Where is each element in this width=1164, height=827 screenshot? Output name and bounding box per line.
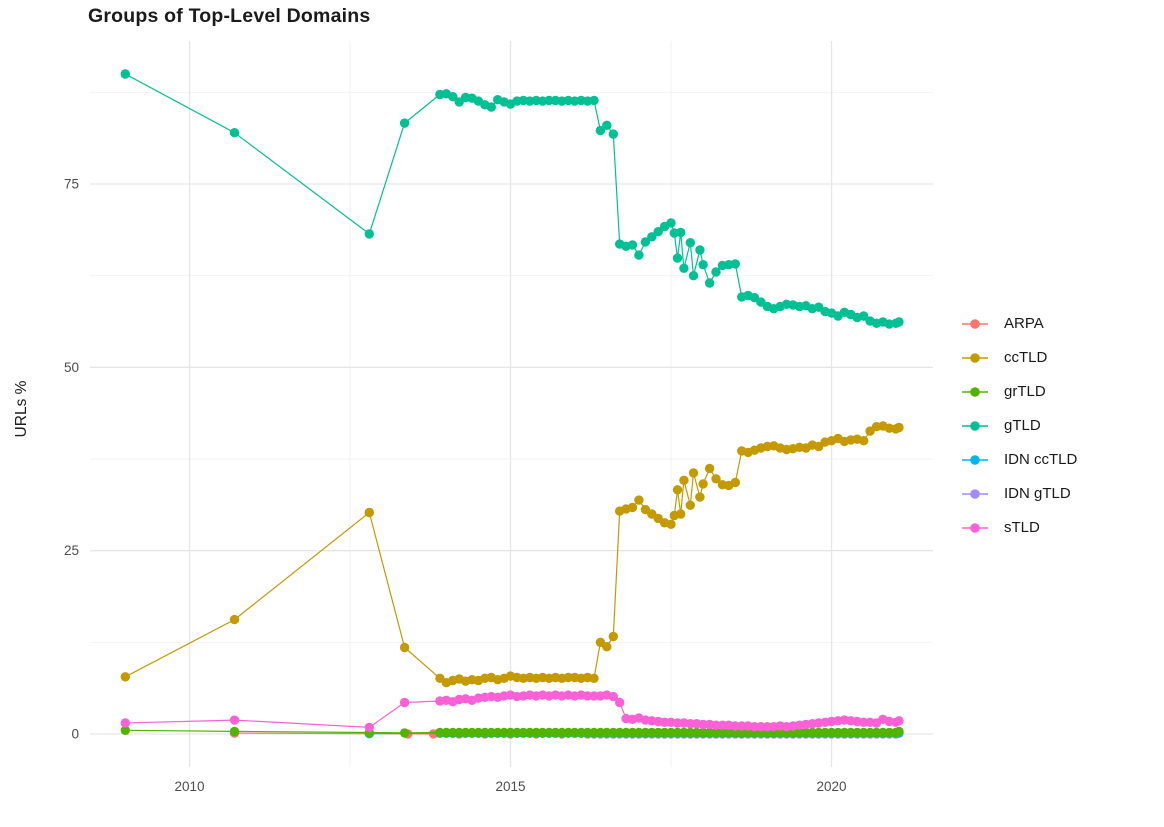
legend-label: IDN ccTLD bbox=[1004, 451, 1078, 468]
y-tick-label: 0 bbox=[71, 727, 79, 742]
legend-label: ARPA bbox=[1004, 315, 1044, 332]
y-tick-label: 75 bbox=[64, 177, 79, 192]
series-sTLD bbox=[120, 690, 904, 733]
axis-tick-labels: 0 25 50 75 2010 2015 2020 bbox=[64, 177, 847, 795]
x-tick-label: 2010 bbox=[174, 779, 204, 794]
legend-item-ARPA: ARPA bbox=[962, 313, 1162, 334]
chart-legend: ARPA ccTLD grTLD gTLD IDN ccTLD IDN gTLD sTLD bbox=[962, 0, 1162, 827]
series-grTLD bbox=[120, 725, 904, 738]
legend-item-gTLD: gTLD bbox=[962, 415, 1162, 436]
chart-title: Groups of Top-Level Domains bbox=[88, 5, 371, 27]
x-tick-label: 2020 bbox=[817, 779, 847, 794]
legend-item-IDN-gTLD: IDN gTLD bbox=[962, 483, 1162, 504]
legend-label: ccTLD bbox=[1004, 349, 1048, 366]
y-axis-title: URLs % bbox=[13, 380, 30, 438]
panel-gridlines bbox=[90, 41, 933, 767]
legend-label: gTLD bbox=[1004, 417, 1041, 434]
legend-label: IDN gTLD bbox=[1004, 485, 1071, 502]
legend-key-icon bbox=[962, 488, 988, 499]
legend-label: grTLD bbox=[1004, 383, 1046, 400]
y-tick-label: 50 bbox=[64, 360, 79, 375]
legend-label: sTLD bbox=[1004, 519, 1040, 536]
legend-key-icon bbox=[962, 454, 988, 465]
legend-key-icon bbox=[962, 386, 988, 397]
series-ccTLD bbox=[120, 421, 904, 688]
legend-key-icon bbox=[962, 420, 988, 431]
series-gTLD bbox=[120, 69, 904, 329]
legend-item-sTLD: sTLD bbox=[962, 517, 1162, 538]
legend-key-icon bbox=[962, 522, 988, 533]
y-tick-label: 25 bbox=[64, 543, 79, 558]
legend-item-grTLD: grTLD bbox=[962, 381, 1162, 402]
x-tick-label: 2015 bbox=[496, 779, 526, 794]
legend-item-ccTLD: ccTLD bbox=[962, 347, 1162, 368]
legend-item-IDN-ccTLD: IDN ccTLD bbox=[962, 449, 1162, 470]
legend-key-icon bbox=[962, 318, 988, 329]
legend-key-icon bbox=[962, 352, 988, 363]
chart-plot-area: 0 25 50 75 2010 2015 2020 bbox=[64, 41, 933, 795]
